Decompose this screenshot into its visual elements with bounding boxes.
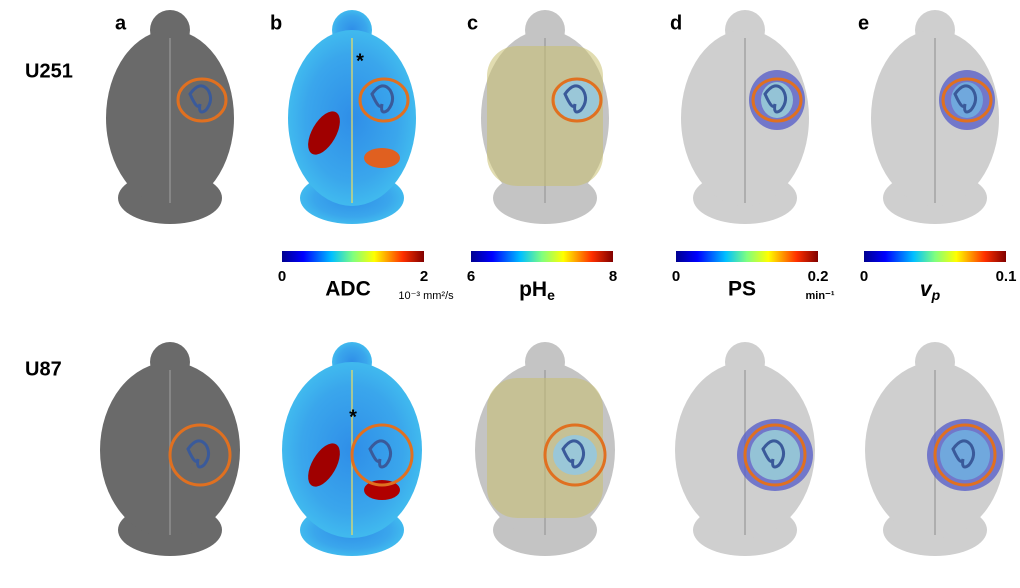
- colorbar-label: ADC: [325, 278, 371, 301]
- tumor-contour: [186, 439, 211, 469]
- tumor-overlay: [555, 80, 599, 120]
- colorbar-max: 0.1: [996, 268, 1017, 285]
- brain-image: [675, 342, 815, 556]
- tumor-outline: [751, 77, 803, 123]
- row-label: U87: [25, 358, 62, 380]
- brain-image: [871, 10, 999, 224]
- map-overlay: [940, 430, 990, 480]
- tumor-outline: [743, 423, 807, 487]
- label-main: v: [920, 278, 933, 301]
- tumor-contour: [561, 439, 586, 469]
- ventricle: [364, 148, 400, 168]
- colorbar-max: 2: [420, 268, 428, 285]
- ventricle: [308, 443, 340, 487]
- tumor-outline: [168, 423, 232, 487]
- colorbar-max: 0.2: [808, 268, 829, 285]
- label-main: pH: [519, 278, 547, 301]
- brain-image: [100, 342, 240, 556]
- brain-image: [865, 342, 1005, 556]
- panel-label: e: [858, 12, 869, 34]
- tumor-overlay: [553, 435, 597, 475]
- tumor-outline: [551, 77, 603, 123]
- ventricle: [308, 111, 340, 155]
- tumor-outline: [941, 77, 993, 123]
- tumor-outline: [350, 423, 414, 487]
- panel-label: b: [270, 12, 282, 34]
- colorbar-min: 0: [278, 268, 286, 285]
- colorbar-label: vp: [920, 278, 941, 303]
- map-overlay: [750, 430, 800, 480]
- colorbar-min: 0: [672, 268, 680, 285]
- colorbar-min: 0: [860, 268, 868, 285]
- colorbar-max: 8: [609, 268, 617, 285]
- asterisk: *: [356, 50, 364, 72]
- tumor-contour: [563, 84, 588, 114]
- colorbar: [282, 251, 424, 262]
- colorbar-label: PS: [728, 278, 756, 301]
- brain-image: [288, 10, 416, 224]
- colorbar-min: 6: [467, 268, 475, 285]
- brain-image: [106, 10, 234, 224]
- colorbar-label: pHe: [519, 278, 555, 303]
- label-sub: e: [547, 287, 555, 303]
- brain-image: [282, 342, 422, 556]
- tumor-contour: [370, 84, 395, 114]
- tumor-outline: [543, 423, 607, 487]
- tumor-outline: [358, 77, 410, 123]
- brain-image: [475, 342, 615, 556]
- label-sub: p: [931, 287, 941, 303]
- brain-image: [681, 10, 809, 224]
- colorbar: [676, 251, 818, 262]
- colorbar: [864, 251, 1006, 262]
- brain-image: [481, 10, 609, 224]
- row-label: U251: [25, 60, 73, 82]
- tumor-contour: [761, 439, 786, 469]
- tumor-contour: [951, 439, 976, 469]
- colorbar: [471, 251, 613, 262]
- tumor-outline: [176, 77, 228, 123]
- tumor-outline: [933, 423, 997, 487]
- asterisk: *: [349, 406, 357, 428]
- panel-label: d: [670, 12, 682, 34]
- tumor-contour: [188, 84, 213, 114]
- colorbar-unit: min⁻¹: [805, 290, 834, 302]
- panel-label: c: [467, 12, 478, 34]
- tumor-contour: [368, 439, 393, 469]
- panel-label: a: [115, 12, 127, 34]
- tumor-contour: [763, 84, 788, 114]
- tumor-contour: [953, 84, 978, 114]
- colorbar-unit: 10⁻³ mm²/s: [398, 290, 454, 302]
